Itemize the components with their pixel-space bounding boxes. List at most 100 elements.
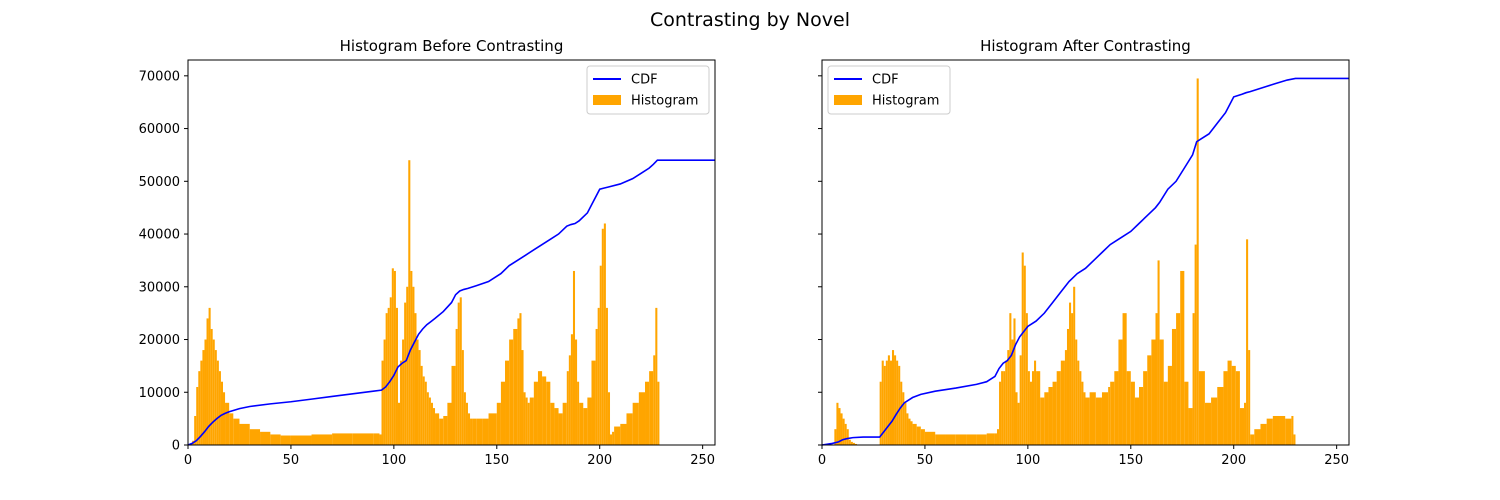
histogram-bar bbox=[1211, 397, 1218, 445]
cdf-line-before bbox=[187, 159, 715, 446]
histogram-bar bbox=[891, 350, 895, 445]
histogram-bar bbox=[1089, 392, 1096, 445]
histogram-bar bbox=[1130, 381, 1135, 445]
histogram-bar bbox=[519, 313, 522, 445]
histogram-bar bbox=[223, 392, 226, 445]
histogram-bar bbox=[379, 434, 382, 445]
histogram-bar bbox=[577, 381, 580, 445]
histogram-bar bbox=[554, 408, 559, 445]
histogram-bar bbox=[912, 423, 917, 445]
histogram-bar bbox=[1108, 386, 1111, 445]
histogram-bar bbox=[1075, 339, 1078, 445]
histogram-bar bbox=[505, 360, 510, 445]
histogram-bar bbox=[1198, 371, 1205, 445]
histogram-bar bbox=[1235, 371, 1240, 445]
histogram-bar bbox=[1272, 415, 1280, 445]
histogram-bar bbox=[599, 265, 602, 445]
histogram-bar bbox=[204, 339, 207, 445]
histogram-bar bbox=[496, 402, 501, 445]
histogram-bar bbox=[846, 429, 849, 445]
histogram-bar bbox=[1036, 371, 1041, 445]
histogram-bar bbox=[645, 381, 650, 445]
histogram-bar bbox=[420, 365, 423, 445]
histogram-bar bbox=[587, 397, 592, 445]
histogram-bar bbox=[542, 376, 547, 445]
histogram-bar bbox=[1044, 392, 1049, 445]
histogram-bar bbox=[1110, 381, 1115, 445]
histogram-bar bbox=[976, 434, 987, 445]
histogram-bar bbox=[546, 381, 551, 445]
histogram-bar bbox=[465, 402, 468, 445]
histogram-bar bbox=[387, 307, 390, 445]
legend-cdf-label: CDF bbox=[872, 73, 899, 88]
histogram-bar bbox=[910, 421, 913, 445]
histogram-bar bbox=[850, 441, 853, 445]
histogram-bar bbox=[467, 413, 471, 445]
histogram-bars-before bbox=[192, 160, 660, 445]
x-tick-label: 0 bbox=[818, 453, 826, 468]
histogram-bar bbox=[1184, 381, 1189, 445]
histogram-bar bbox=[591, 360, 596, 445]
histogram-bar bbox=[220, 381, 223, 445]
histogram-bar bbox=[900, 381, 903, 445]
histogram-bar bbox=[655, 307, 658, 445]
x-tick-label: 50 bbox=[283, 453, 300, 468]
panel-after: Histogram After Contrasting 0 50 100 150 200… bbox=[818, 37, 1350, 468]
histogram-bar bbox=[1081, 381, 1084, 445]
histogram-bar bbox=[430, 402, 433, 445]
histogram-bar bbox=[550, 402, 555, 445]
histogram-bar bbox=[216, 360, 219, 445]
histogram-bar bbox=[418, 350, 421, 445]
y-tick-label: 20000 bbox=[139, 333, 180, 348]
histogram-bar bbox=[225, 402, 230, 445]
histogram-bar bbox=[389, 297, 392, 445]
panel-title-after: Histogram After Contrasting bbox=[980, 37, 1191, 55]
histogram-bar bbox=[1176, 313, 1181, 445]
histogram-bar bbox=[1260, 423, 1267, 445]
histogram-bar bbox=[424, 381, 427, 445]
histogram-bar bbox=[461, 350, 464, 445]
histogram-bar bbox=[457, 302, 460, 445]
histogram-bar bbox=[906, 413, 909, 445]
histogram-bar bbox=[1171, 328, 1177, 445]
histogram-bar bbox=[509, 339, 514, 445]
histogram-bar bbox=[1064, 350, 1067, 445]
histogram-bar bbox=[447, 402, 452, 445]
histogram-bar bbox=[1060, 360, 1065, 445]
histogram-bar bbox=[527, 402, 530, 445]
histogram-bar bbox=[1095, 397, 1102, 445]
histogram-bar bbox=[607, 392, 611, 445]
legend-before: CDF Histogram bbox=[586, 65, 710, 115]
y-tick-label: 0 bbox=[172, 439, 180, 454]
histogram-bar bbox=[848, 439, 851, 445]
histogram-bar bbox=[1266, 418, 1273, 445]
histogram-bar bbox=[1291, 415, 1294, 445]
histogram-bar bbox=[1293, 434, 1296, 445]
histogram-bar bbox=[1040, 397, 1045, 445]
histogram-bar bbox=[1143, 371, 1148, 445]
histogram-bar bbox=[400, 360, 403, 445]
histogram-bar bbox=[566, 371, 569, 445]
histogram-bar bbox=[1134, 397, 1140, 445]
histogram-bar bbox=[1017, 402, 1020, 445]
axes-frame-before bbox=[187, 59, 716, 446]
histogram-bar bbox=[1056, 371, 1061, 445]
histogram-bar bbox=[614, 426, 621, 445]
histogram-bar bbox=[476, 418, 483, 445]
histogram-bar bbox=[1005, 360, 1008, 445]
histogram-bar bbox=[408, 160, 411, 445]
histogram-bar bbox=[488, 413, 497, 445]
histogram-bar bbox=[1192, 313, 1195, 445]
histogram-bar bbox=[1122, 313, 1127, 445]
histogram-bar bbox=[1034, 360, 1037, 445]
histogram-bar bbox=[455, 328, 458, 445]
histogram-bar bbox=[994, 433, 997, 445]
histogram-bar bbox=[1066, 328, 1070, 445]
histogram-bar bbox=[1009, 313, 1012, 445]
histogram-bar bbox=[416, 339, 419, 445]
histogram-bar bbox=[1188, 408, 1193, 445]
histogram-bar bbox=[537, 371, 543, 445]
histogram-bar bbox=[1027, 371, 1030, 445]
histogram-bar bbox=[610, 434, 613, 445]
histogram-bar bbox=[653, 355, 656, 445]
